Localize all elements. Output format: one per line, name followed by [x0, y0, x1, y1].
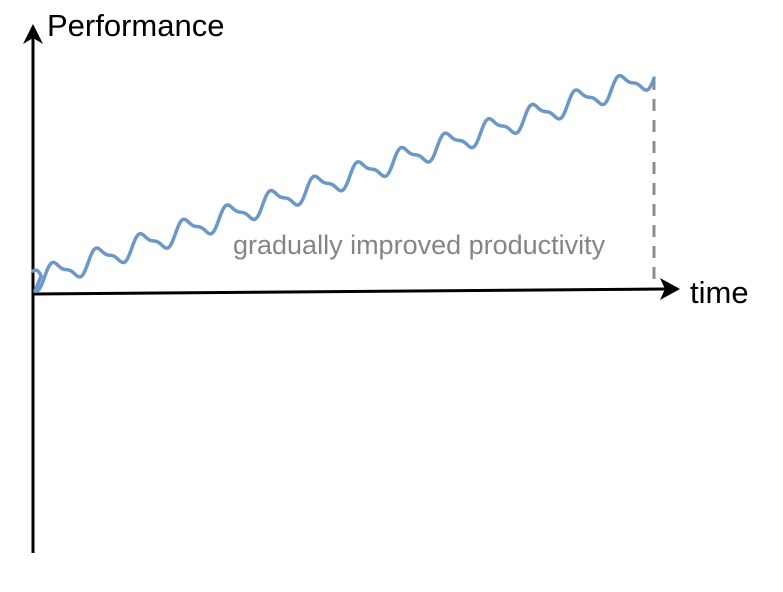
- x-axis-label: time: [690, 275, 749, 310]
- y-axis-label: Performance: [47, 8, 224, 43]
- x-axis-line: [32, 287, 667, 296]
- performance-curve: [31, 73, 656, 294]
- y-axis-arrowhead: [23, 24, 43, 44]
- x-axis-arrowhead: [660, 278, 680, 300]
- improvement-annotation: gradually improved productivity: [233, 230, 606, 260]
